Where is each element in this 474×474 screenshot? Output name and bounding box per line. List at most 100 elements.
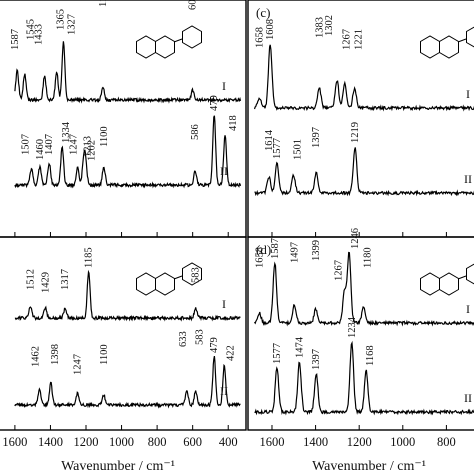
peak-label: 1658 — [254, 247, 265, 268]
ring — [182, 262, 202, 286]
peak-label: 1365 — [56, 9, 67, 30]
series-line-II — [254, 340, 474, 416]
peak-label: 1658 — [254, 27, 265, 48]
peak-label: 1100 — [99, 126, 110, 147]
x-tick-label: 1600 — [2, 435, 27, 449]
series-label: II — [220, 384, 228, 398]
peak-label: 1545 — [26, 19, 37, 40]
peak-label: 418 — [228, 115, 239, 131]
peak-label: 1577 — [272, 138, 283, 159]
series-label: II — [464, 391, 472, 405]
ring — [420, 272, 440, 296]
peak-label: 1407 — [44, 134, 55, 155]
peak-label: 1608 — [265, 19, 276, 40]
x-tick-label: 800 — [437, 435, 456, 449]
x-tick-label: 1400 — [38, 435, 63, 449]
panel-4: 160014001200100080060Wavenumber / cm⁻¹(d… — [247, 228, 474, 474]
peak-label: 1317 — [60, 269, 71, 290]
bond — [457, 38, 467, 43]
x-axis-label: Wavenumber / cm⁻¹ — [61, 459, 175, 474]
peak-label: 600 — [188, 0, 199, 10]
peak-label: 583 — [191, 267, 202, 283]
peak-label: 583 — [195, 329, 206, 345]
series-line-II — [14, 355, 241, 409]
peak-label: 1267 — [342, 29, 353, 50]
ring — [155, 272, 175, 296]
peak-label: 1302 — [324, 15, 335, 36]
peak-label: 1168 — [365, 345, 376, 366]
series-line-II — [14, 115, 242, 189]
ring — [439, 35, 459, 59]
ring — [155, 35, 175, 59]
peak-label: 1185 — [84, 247, 95, 268]
peak-label: 1104 — [98, 0, 109, 7]
peak-label: 1383 — [314, 17, 325, 38]
peak-label: 1247 — [69, 134, 80, 155]
series-line-I — [253, 251, 474, 327]
series-line-I — [14, 269, 241, 322]
peak-label: 1327 — [66, 14, 77, 35]
bond — [457, 275, 467, 280]
ring — [136, 272, 156, 296]
peak-label: 1267 — [334, 260, 345, 281]
series-label: I — [222, 79, 226, 93]
peak-label: 479 — [209, 337, 220, 353]
bond — [173, 38, 183, 43]
x-tick-label: 1000 — [390, 435, 415, 449]
series-line-II — [254, 147, 474, 197]
peak-label: 1213 — [83, 136, 94, 157]
peak-label: 1501 — [293, 139, 304, 160]
peak-label: 1507 — [20, 134, 31, 155]
series-label: I — [466, 302, 470, 316]
x-tick-label: 800 — [148, 435, 167, 449]
ring — [466, 26, 474, 48]
ring — [439, 272, 459, 296]
peak-label: 586 — [190, 124, 201, 140]
peak-label: 1397 — [311, 127, 322, 148]
peak-label: 1614 — [264, 129, 275, 151]
peak-label: 1497 — [289, 242, 300, 263]
peak-label: 1397 — [311, 349, 322, 370]
ring — [420, 35, 440, 59]
x-tick-label: 1200 — [347, 435, 372, 449]
molecule-structure — [136, 262, 202, 296]
peak-label: 1100 — [99, 344, 110, 365]
peak-label: 1587 — [270, 238, 281, 259]
peak-label: 1429 — [40, 272, 51, 293]
x-tick-label: 1400 — [303, 435, 328, 449]
peak-label: 1512 — [26, 269, 37, 290]
panel-3: 1600 1400 1200 1000 800 600 400 Wavenumber / cm… — [0, 236, 247, 474]
molecule-structure — [136, 25, 202, 59]
panel-frame — [247, 236, 474, 431]
series-label: II — [464, 172, 472, 186]
peak-label: 1334 — [61, 121, 72, 143]
molecule-structure — [420, 263, 474, 296]
peak-label: 1246 — [350, 228, 361, 249]
peak-label: 1398 — [50, 344, 61, 365]
panel-label: (c) — [256, 5, 270, 20]
panel-2: (c)I165816081383130212671221603II1614157… — [247, 0, 474, 238]
series-label: II — [220, 164, 228, 178]
peak-label: 1202 — [87, 140, 98, 161]
series-line-I — [253, 44, 474, 112]
x-tick-label: 400 — [219, 435, 238, 449]
panel-label: (d) — [256, 242, 271, 257]
x-axis-label: Wavenumber / cm⁻¹ — [312, 459, 426, 474]
panel-frame — [0, 236, 247, 431]
peak-label: 1460 — [35, 139, 46, 160]
x-tick-label: 1200 — [74, 435, 99, 449]
series-label: I — [222, 297, 226, 311]
peak-label: 1399 — [311, 240, 322, 261]
series-label: I — [466, 87, 470, 101]
peak-label: 633 — [178, 331, 189, 347]
x-tick-label: 1000 — [109, 435, 134, 449]
peak-label: 1234 — [347, 316, 358, 338]
peak-label: 1433 — [34, 24, 45, 45]
peak-label: 422 — [225, 345, 236, 361]
series-line-I — [14, 41, 242, 104]
peak-label: 1587 — [10, 29, 21, 50]
x-tick-label: 1600 — [259, 435, 284, 449]
